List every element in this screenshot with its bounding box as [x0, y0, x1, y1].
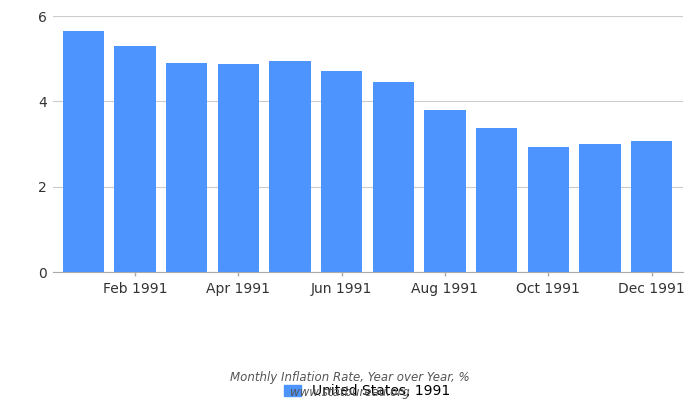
- Bar: [579, 144, 620, 272]
- Text: www.statbureau.org: www.statbureau.org: [290, 386, 410, 399]
- Bar: [424, 110, 466, 272]
- Legend: United States, 1991: United States, 1991: [284, 384, 451, 398]
- Bar: [372, 82, 414, 272]
- Bar: [218, 64, 259, 272]
- Bar: [528, 148, 569, 272]
- Bar: [166, 63, 207, 272]
- Bar: [115, 46, 156, 272]
- Bar: [270, 61, 311, 272]
- Text: Monthly Inflation Rate, Year over Year, %: Monthly Inflation Rate, Year over Year, …: [230, 372, 470, 384]
- Bar: [321, 72, 363, 272]
- Bar: [631, 142, 672, 272]
- Bar: [63, 31, 104, 272]
- Bar: [476, 128, 517, 272]
